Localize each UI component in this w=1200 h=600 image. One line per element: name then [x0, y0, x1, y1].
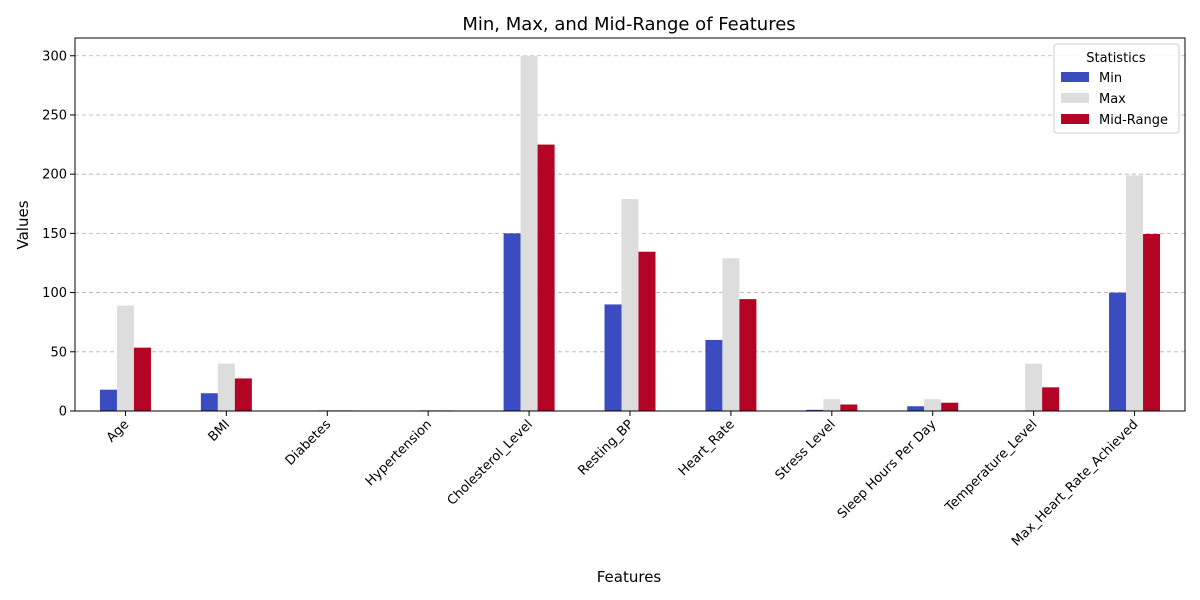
- y-axis: 0 50 100 150 200 250 300: [42, 49, 75, 420]
- bar-min: [503, 233, 521, 411]
- bar-mid-range: [840, 404, 858, 411]
- y-tick-label: 50: [50, 345, 67, 360]
- bar-mid-range: [133, 347, 151, 411]
- chart-title: Min, Max, and Mid-Range of Features: [462, 14, 795, 35]
- y-tick-label: 0: [59, 405, 67, 420]
- legend-swatch: [1061, 114, 1089, 124]
- legend-label: Mid-Range: [1099, 113, 1168, 128]
- bar-mid-range: [234, 378, 252, 411]
- bar-min: [604, 304, 622, 411]
- bar-mid-range: [638, 251, 656, 411]
- bar-mid-range: [1143, 233, 1161, 411]
- bar-max: [924, 399, 942, 411]
- legend-swatch: [1061, 93, 1089, 103]
- y-tick-label: 150: [42, 227, 67, 242]
- bars: [99, 55, 1161, 412]
- y-axis-label: Values: [14, 200, 32, 249]
- bar-min: [806, 409, 824, 411]
- bar-min: [200, 393, 218, 411]
- bar-mid-range: [941, 402, 959, 411]
- bar-max: [1126, 175, 1144, 411]
- y-tick-label: 200: [42, 168, 67, 183]
- bar-mid-range: [1042, 387, 1060, 411]
- legend-box: [1053, 43, 1180, 134]
- bar-max: [419, 409, 437, 411]
- bar-min: [705, 339, 723, 411]
- y-tick-label: 250: [42, 108, 67, 123]
- y-tick-label: 100: [42, 286, 67, 301]
- legend: Statistics Min Max Mid-Range: [1053, 43, 1180, 134]
- bar-max: [823, 399, 841, 411]
- bar-min: [99, 389, 117, 411]
- legend-label: Max: [1099, 92, 1126, 107]
- bar-max: [1025, 363, 1043, 411]
- bar-min: [1109, 292, 1127, 411]
- y-tick-label: 300: [42, 49, 67, 64]
- bar-mid-range: [739, 299, 757, 411]
- plot-frame: [74, 37, 1186, 412]
- bar-min: [907, 406, 925, 411]
- bar-mid-range: [537, 144, 555, 412]
- legend-items: Min Max Mid-Range: [1061, 71, 1168, 128]
- bar-max: [722, 258, 740, 411]
- bar-max: [318, 409, 336, 411]
- x-axis-label: Features: [597, 568, 662, 586]
- legend-swatch: [1061, 72, 1089, 82]
- legend-title: Statistics: [1086, 51, 1146, 66]
- bar-max: [217, 363, 235, 411]
- legend-label: Min: [1099, 71, 1122, 86]
- bar-max: [520, 55, 538, 412]
- bar-max: [621, 199, 639, 411]
- bar-max: [116, 305, 134, 411]
